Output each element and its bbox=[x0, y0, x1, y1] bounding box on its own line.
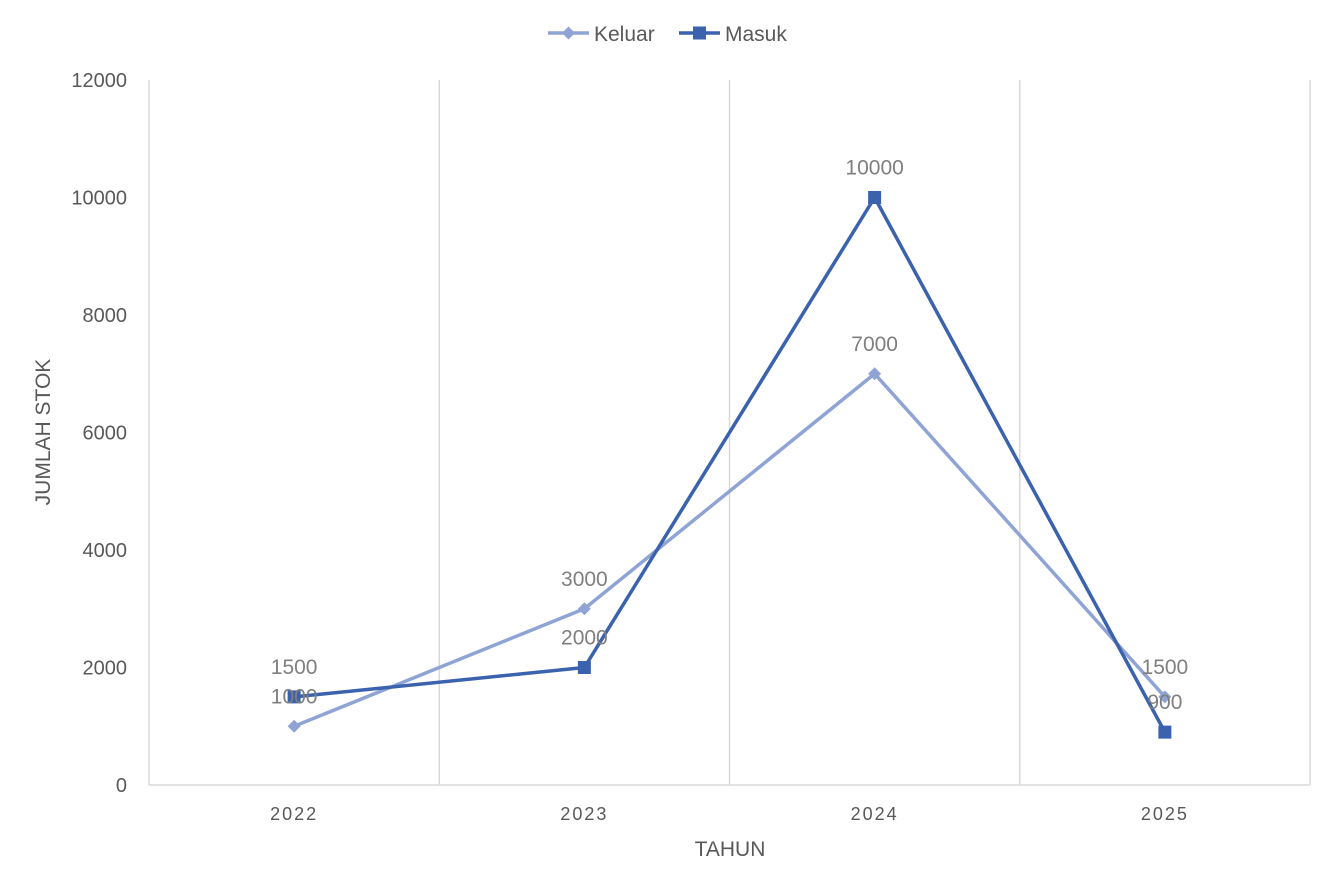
data-label: 3000 bbox=[561, 568, 608, 591]
legend: Keluar Masuk bbox=[548, 23, 787, 46]
x-axis-ticks: 2022 2023 2024 2025 bbox=[270, 804, 1189, 824]
series-keluar bbox=[287, 367, 1172, 733]
y-tick-label: 2000 bbox=[83, 658, 128, 680]
y-tick-label: 12000 bbox=[71, 70, 127, 92]
data-point bbox=[577, 661, 591, 674]
data-label: 900 bbox=[1147, 691, 1182, 714]
legend-item-masuk: Masuk bbox=[679, 23, 787, 46]
y-axis-title: JUMLAH STOK bbox=[32, 359, 55, 506]
y-tick-label: 4000 bbox=[83, 540, 128, 562]
data-label: 1500 bbox=[1142, 656, 1189, 679]
data-label: 10000 bbox=[845, 157, 903, 180]
data-label: 1000 bbox=[271, 685, 318, 708]
legend-label: Keluar bbox=[594, 23, 655, 46]
x-tick-label: 2022 bbox=[270, 804, 318, 824]
data-point bbox=[868, 367, 882, 381]
legend-label: Masuk bbox=[725, 23, 787, 46]
legend-item-keluar: Keluar bbox=[548, 23, 655, 46]
x-tick-label: 2025 bbox=[1141, 804, 1189, 824]
y-axis-ticks: 0 2000 4000 6000 8000 10000 12000 bbox=[71, 70, 127, 797]
data-point bbox=[1158, 725, 1172, 739]
series-layer bbox=[287, 191, 1172, 739]
data-label: 7000 bbox=[851, 333, 898, 356]
series-line-keluar bbox=[293, 372, 1167, 728]
data-labels: 1000 3000 7000 1500 1500 2000 10000 900 bbox=[271, 157, 1188, 715]
legend-marker bbox=[693, 26, 706, 40]
legend-marker bbox=[562, 26, 575, 40]
data-point bbox=[868, 191, 882, 204]
x-tick-label: 2023 bbox=[560, 804, 608, 824]
data-point bbox=[287, 719, 301, 733]
series-masuk bbox=[287, 191, 1172, 739]
data-point bbox=[1158, 690, 1172, 704]
y-tick-label: 0 bbox=[116, 775, 127, 797]
x-tick-label: 2024 bbox=[851, 804, 899, 824]
y-tick-label: 8000 bbox=[83, 305, 128, 327]
y-tick-label: 10000 bbox=[71, 188, 127, 210]
y-tick-label: 6000 bbox=[83, 423, 128, 445]
x-axis-title: TAHUN bbox=[695, 838, 766, 861]
data-point bbox=[287, 690, 301, 704]
data-label: 2000 bbox=[561, 627, 608, 650]
data-point bbox=[577, 602, 591, 616]
data-label: 1500 bbox=[271, 656, 318, 679]
series-line-masuk bbox=[293, 195, 1167, 733]
